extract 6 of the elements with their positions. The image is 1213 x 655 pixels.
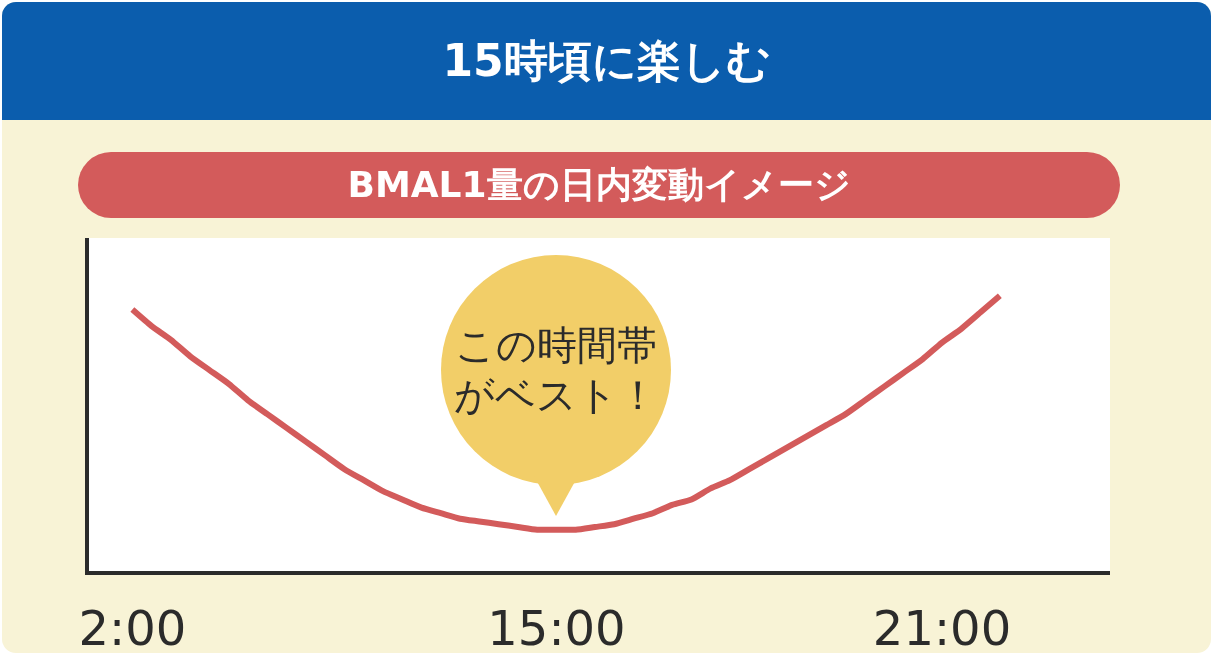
x-tick-label: 15:00 (487, 599, 626, 655)
x-tick-label: 21:00 (872, 599, 1012, 655)
annotation: この時間帯がベスト！ (453, 320, 660, 420)
x-tick-label: 2:00 (78, 599, 187, 655)
chart-title: 15時頃に楽しむ (442, 33, 771, 88)
chart-subtitle: BMAL1量の日内変動イメージ (347, 162, 851, 207)
